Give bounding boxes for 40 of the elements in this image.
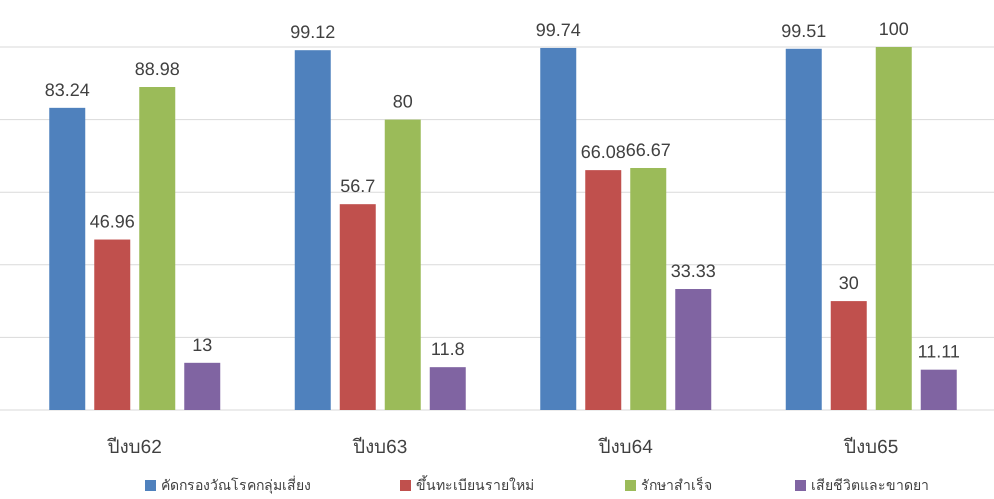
bar (540, 48, 576, 410)
bar (830, 301, 867, 410)
data-label: 66.08 (580, 142, 626, 162)
data-label: 11.8 (430, 339, 465, 360)
data-label: 46.96 (90, 212, 135, 232)
bar (94, 240, 130, 410)
data-label: 99.74 (536, 20, 581, 40)
data-label: 13 (192, 334, 212, 355)
x-tick-label: ปีงบ64 (598, 436, 654, 458)
bar (184, 362, 220, 410)
x-tick-label: ปีงบ65 (843, 436, 898, 458)
data-label: 11.11 (918, 342, 960, 362)
data-label: 83.24 (44, 80, 90, 100)
legend-label: คัดกรองวัณโรคกลุ่มเสี่ยง (161, 476, 311, 494)
legend-label: ขึ้นทะเบียนรายใหม่ (416, 475, 534, 494)
x-tick-label: ปีงบ63 (352, 436, 408, 458)
data-label: 33.33 (670, 261, 716, 282)
bar (920, 370, 957, 410)
data-label: 99.12 (290, 22, 336, 42)
bar (675, 289, 712, 410)
bar (876, 47, 912, 410)
data-label: 56.7 (340, 176, 376, 196)
legend-label: รักษาสำเร็จ (641, 476, 712, 494)
bar (340, 204, 376, 410)
data-label: 88.98 (134, 59, 180, 80)
bar (430, 367, 466, 410)
bar (384, 120, 421, 410)
bar (294, 50, 331, 410)
data-label: 80 (392, 92, 413, 112)
bar (786, 48, 822, 410)
legend-label: เสียชีวิตและขาดยา (811, 478, 929, 494)
bar (585, 170, 622, 410)
bar (49, 108, 86, 410)
data-label: 30 (838, 273, 859, 294)
bar (630, 168, 666, 410)
data-label: 66.67 (626, 140, 671, 160)
data-label: 100 (878, 19, 909, 39)
data-label: 99.51 (781, 20, 826, 41)
x-tick-label: ปีงบ62 (106, 436, 162, 458)
bar (139, 87, 176, 410)
